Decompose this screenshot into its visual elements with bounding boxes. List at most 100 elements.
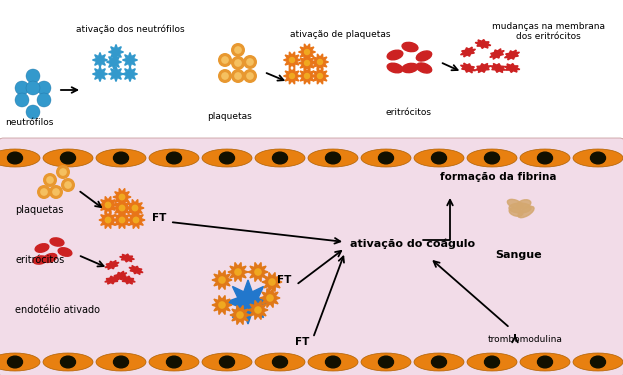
Ellipse shape — [416, 63, 432, 73]
Circle shape — [231, 69, 245, 83]
Polygon shape — [460, 47, 475, 57]
Ellipse shape — [517, 200, 531, 208]
Circle shape — [234, 59, 242, 67]
Circle shape — [46, 176, 54, 184]
Polygon shape — [121, 276, 135, 284]
Ellipse shape — [202, 353, 252, 371]
Polygon shape — [99, 211, 117, 228]
Polygon shape — [212, 296, 232, 315]
Circle shape — [218, 276, 226, 284]
Circle shape — [254, 268, 262, 276]
Ellipse shape — [467, 353, 517, 371]
Polygon shape — [504, 64, 520, 72]
Polygon shape — [108, 66, 123, 81]
Polygon shape — [283, 52, 300, 68]
Ellipse shape — [166, 356, 181, 368]
Circle shape — [15, 93, 29, 107]
Ellipse shape — [96, 149, 146, 167]
Circle shape — [15, 81, 29, 95]
Ellipse shape — [414, 149, 464, 167]
Circle shape — [234, 46, 242, 54]
Circle shape — [236, 311, 244, 319]
Circle shape — [49, 185, 63, 199]
Ellipse shape — [308, 353, 358, 371]
Polygon shape — [127, 211, 145, 228]
Circle shape — [105, 202, 112, 208]
Circle shape — [118, 205, 125, 212]
Circle shape — [246, 72, 254, 80]
Ellipse shape — [520, 149, 570, 167]
Polygon shape — [212, 270, 232, 290]
Circle shape — [304, 60, 310, 66]
Ellipse shape — [518, 206, 534, 218]
Ellipse shape — [538, 356, 553, 368]
Ellipse shape — [255, 149, 305, 167]
Ellipse shape — [467, 149, 517, 167]
Circle shape — [56, 165, 70, 179]
Polygon shape — [248, 300, 268, 320]
Polygon shape — [105, 261, 119, 270]
Polygon shape — [312, 68, 328, 84]
Ellipse shape — [255, 353, 305, 371]
Text: plaquetas: plaquetas — [15, 205, 64, 215]
Text: FT: FT — [152, 213, 166, 223]
Ellipse shape — [485, 356, 500, 368]
Ellipse shape — [43, 353, 93, 371]
Text: endotélio ativado: endotélio ativado — [15, 305, 100, 315]
Ellipse shape — [202, 149, 252, 167]
Ellipse shape — [361, 353, 411, 371]
Circle shape — [52, 188, 60, 196]
Ellipse shape — [432, 152, 447, 164]
Polygon shape — [298, 44, 315, 60]
Ellipse shape — [379, 356, 394, 368]
Ellipse shape — [485, 152, 500, 164]
Ellipse shape — [272, 152, 287, 164]
Polygon shape — [262, 273, 282, 291]
Polygon shape — [260, 288, 280, 308]
Ellipse shape — [325, 152, 341, 164]
Ellipse shape — [35, 244, 49, 252]
Ellipse shape — [416, 51, 432, 61]
Polygon shape — [475, 40, 491, 48]
Circle shape — [59, 168, 67, 176]
Polygon shape — [92, 66, 108, 81]
Ellipse shape — [387, 50, 403, 60]
Polygon shape — [92, 53, 108, 68]
Ellipse shape — [0, 149, 40, 167]
Polygon shape — [107, 54, 121, 69]
Text: neutrófilos: neutrófilos — [5, 118, 54, 127]
Circle shape — [218, 53, 232, 67]
Text: FT: FT — [295, 337, 310, 347]
Circle shape — [316, 59, 323, 65]
Text: formação da fibrina: formação da fibrina — [440, 172, 556, 182]
Circle shape — [131, 205, 138, 212]
Ellipse shape — [60, 356, 75, 368]
Ellipse shape — [414, 353, 464, 371]
Ellipse shape — [96, 353, 146, 371]
Circle shape — [243, 69, 257, 83]
Polygon shape — [298, 68, 315, 84]
Circle shape — [26, 69, 40, 83]
Circle shape — [243, 55, 257, 69]
Polygon shape — [113, 211, 131, 228]
Ellipse shape — [379, 152, 394, 164]
Polygon shape — [99, 196, 117, 213]
Ellipse shape — [272, 356, 287, 368]
Ellipse shape — [43, 149, 93, 167]
Polygon shape — [129, 266, 143, 274]
Polygon shape — [120, 254, 135, 262]
Circle shape — [234, 268, 242, 276]
Polygon shape — [226, 280, 270, 324]
Ellipse shape — [60, 152, 75, 164]
Polygon shape — [113, 200, 131, 216]
Ellipse shape — [7, 356, 22, 368]
Ellipse shape — [538, 152, 553, 164]
Circle shape — [133, 217, 140, 223]
Ellipse shape — [509, 208, 523, 216]
Polygon shape — [460, 63, 475, 73]
Circle shape — [26, 81, 40, 95]
Circle shape — [37, 185, 51, 199]
Polygon shape — [113, 271, 127, 281]
Circle shape — [234, 72, 242, 80]
Circle shape — [304, 73, 310, 79]
